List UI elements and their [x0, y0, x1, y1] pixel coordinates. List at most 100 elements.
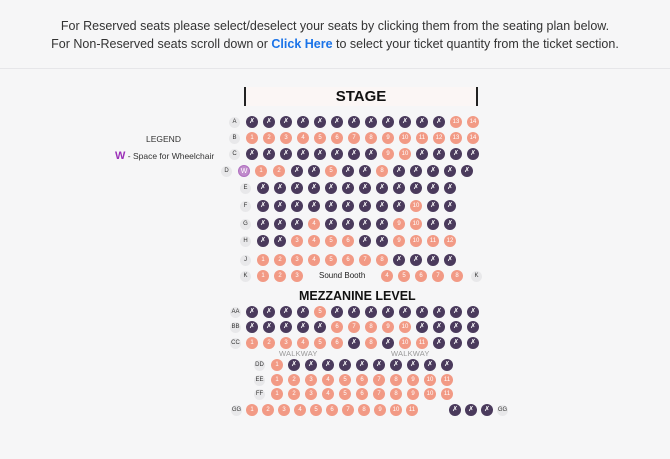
seat-taken[interactable]: ✗	[263, 321, 275, 333]
seat-available[interactable]: 8	[376, 254, 388, 266]
seat-taken[interactable]: ✗	[348, 337, 360, 349]
seat-taken[interactable]: ✗	[308, 200, 320, 212]
seat-taken[interactable]: ✗	[348, 116, 360, 128]
seat-available[interactable]: 6	[331, 337, 343, 349]
seat-taken[interactable]: ✗	[291, 182, 303, 194]
seat-available[interactable]: 6	[415, 270, 427, 282]
seat-available[interactable]: 10	[399, 148, 411, 160]
seat-taken[interactable]: ✗	[427, 254, 439, 266]
seat-taken[interactable]: ✗	[331, 116, 343, 128]
seat-taken[interactable]: ✗	[427, 200, 439, 212]
seat-taken[interactable]: ✗	[297, 116, 309, 128]
seat-available[interactable]: 5	[310, 404, 322, 416]
seat-taken[interactable]: ✗	[257, 200, 269, 212]
seat-taken[interactable]: ✗	[348, 306, 360, 318]
seat-taken[interactable]: ✗	[280, 321, 292, 333]
seat-taken[interactable]: ✗	[314, 321, 326, 333]
seat-available[interactable]: 1	[257, 270, 269, 282]
seat-taken[interactable]: ✗	[433, 116, 445, 128]
seat-available[interactable]: 5	[314, 337, 326, 349]
seat-available[interactable]: 4	[381, 270, 393, 282]
seat-taken[interactable]: ✗	[359, 235, 371, 247]
seat-taken[interactable]: ✗	[288, 359, 300, 371]
seat-available[interactable]: 6	[342, 235, 354, 247]
seat-available[interactable]: 3	[291, 235, 303, 247]
seat-available[interactable]: 5	[325, 254, 337, 266]
seat-taken[interactable]: ✗	[246, 321, 258, 333]
seat-taken[interactable]: ✗	[263, 116, 275, 128]
seat-taken[interactable]: ✗	[365, 116, 377, 128]
seat-available[interactable]: 2	[263, 337, 275, 349]
seat-available[interactable]: 3	[291, 254, 303, 266]
seat-taken[interactable]: ✗	[274, 235, 286, 247]
seat-taken[interactable]: ✗	[314, 148, 326, 160]
seat-available[interactable]: 8	[390, 388, 402, 400]
seat-taken[interactable]: ✗	[376, 182, 388, 194]
seat-taken[interactable]: ✗	[331, 148, 343, 160]
seat-available[interactable]: 4	[294, 404, 306, 416]
seat-available[interactable]: 2	[274, 254, 286, 266]
seat-taken[interactable]: ✗	[433, 148, 445, 160]
seat-available[interactable]: 11	[416, 132, 428, 144]
seat-available[interactable]: 1	[271, 359, 283, 371]
seat-available[interactable]: 8	[376, 165, 388, 177]
seat-taken[interactable]: ✗	[410, 165, 422, 177]
seat-available[interactable]: 11	[441, 374, 453, 386]
seat-taken[interactable]: ✗	[305, 359, 317, 371]
seat-taken[interactable]: ✗	[322, 359, 334, 371]
seat-taken[interactable]: ✗	[427, 165, 439, 177]
seat-taken[interactable]: ✗	[449, 404, 461, 416]
seat-taken[interactable]: ✗	[433, 306, 445, 318]
seat-available[interactable]: 10	[424, 374, 436, 386]
seat-available[interactable]: 7	[348, 321, 360, 333]
seat-taken[interactable]: ✗	[393, 165, 405, 177]
seat-taken[interactable]: ✗	[325, 182, 337, 194]
seat-wheelchair[interactable]: W	[238, 165, 250, 177]
seat-taken[interactable]: ✗	[382, 306, 394, 318]
click-here-link[interactable]: Click Here	[271, 37, 333, 51]
seat-taken[interactable]: ✗	[297, 306, 309, 318]
seat-available[interactable]: 4	[297, 337, 309, 349]
seat-taken[interactable]: ✗	[481, 404, 493, 416]
seat-available[interactable]: 7	[359, 254, 371, 266]
seat-taken[interactable]: ✗	[342, 165, 354, 177]
seat-taken[interactable]: ✗	[444, 200, 456, 212]
seat-taken[interactable]: ✗	[416, 306, 428, 318]
seat-available[interactable]: 8	[390, 374, 402, 386]
seat-available[interactable]: 11	[416, 337, 428, 349]
seat-taken[interactable]: ✗	[382, 116, 394, 128]
seat-taken[interactable]: ✗	[450, 337, 462, 349]
seat-available[interactable]: 3	[305, 374, 317, 386]
seat-taken[interactable]: ✗	[342, 182, 354, 194]
seat-taken[interactable]: ✗	[416, 321, 428, 333]
seat-available[interactable]: 5	[314, 306, 326, 318]
seat-available[interactable]: 3	[305, 388, 317, 400]
seat-taken[interactable]: ✗	[467, 148, 479, 160]
seat-available[interactable]: 1	[271, 388, 283, 400]
seat-taken[interactable]: ✗	[390, 359, 402, 371]
seat-taken[interactable]: ✗	[376, 200, 388, 212]
seat-available[interactable]: 2	[288, 374, 300, 386]
seat-taken[interactable]: ✗	[365, 148, 377, 160]
seat-available[interactable]: 8	[365, 337, 377, 349]
seat-taken[interactable]: ✗	[356, 359, 368, 371]
seat-available[interactable]: 6	[356, 388, 368, 400]
seat-taken[interactable]: ✗	[359, 182, 371, 194]
seat-available[interactable]: 5	[339, 374, 351, 386]
seat-available[interactable]: 9	[393, 235, 405, 247]
seat-taken[interactable]: ✗	[280, 116, 292, 128]
seat-taken[interactable]: ✗	[274, 218, 286, 230]
seat-taken[interactable]: ✗	[416, 148, 428, 160]
seat-available[interactable]: 12	[444, 235, 456, 247]
seat-available[interactable]: 1	[246, 337, 258, 349]
seat-taken[interactable]: ✗	[433, 337, 445, 349]
seat-taken[interactable]: ✗	[450, 148, 462, 160]
seat-taken[interactable]: ✗	[325, 200, 337, 212]
seat-available[interactable]: 9	[393, 218, 405, 230]
seat-taken[interactable]: ✗	[376, 235, 388, 247]
seat-taken[interactable]: ✗	[246, 116, 258, 128]
seat-taken[interactable]: ✗	[308, 182, 320, 194]
seat-taken[interactable]: ✗	[444, 218, 456, 230]
seat-taken[interactable]: ✗	[359, 165, 371, 177]
seat-taken[interactable]: ✗	[427, 218, 439, 230]
